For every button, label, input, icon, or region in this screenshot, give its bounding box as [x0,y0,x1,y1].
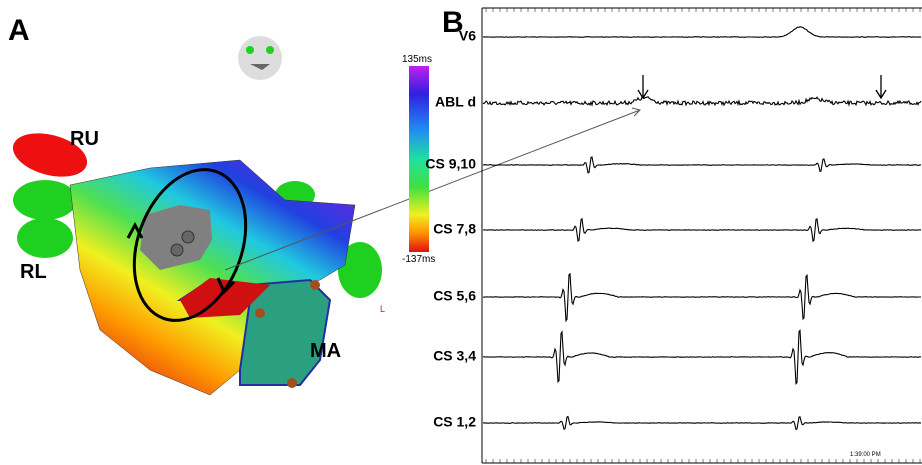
anatomy-label: MA [310,340,341,362]
timestamp: 1:39:00 PM [850,452,881,458]
egm-trace [482,156,922,174]
scar [140,205,212,270]
egm-trace [482,272,921,323]
orientation-label: L [380,304,385,314]
channel-label: CS 1,2 [433,414,476,430]
scale-min: -137ms [402,254,435,265]
egm-trace [482,26,922,38]
channel-label: CS 9,10 [425,156,476,172]
channel-label: CS 5,6 [433,288,476,304]
early-region [180,278,270,318]
nose [250,64,270,70]
scale-max: 135ms [402,54,432,65]
reentry-circuit [132,168,248,322]
vein [13,180,77,220]
arrow [875,75,887,100]
channel-label: ABL d [435,94,476,110]
panel-label: A [8,14,30,47]
egm-trace [483,217,922,243]
pointer-line [224,109,641,271]
channel-label: CS 3,4 [433,348,476,364]
anatomy-label: RL [20,261,47,283]
egm-trace [482,415,922,431]
color-scale [409,66,429,252]
eye [266,46,274,54]
anatomy-label: RU [70,128,99,150]
egm-trace [482,95,922,107]
panel-label: B [442,6,464,39]
arrow [637,75,649,100]
head-icon [238,36,282,80]
eye [246,46,254,54]
ru-vein [12,133,88,177]
egm-trace [482,328,922,385]
channel-label: V6 [459,28,476,44]
rl-vein [17,218,73,258]
channel-label: CS 7,8 [433,221,476,237]
laa [338,242,382,298]
